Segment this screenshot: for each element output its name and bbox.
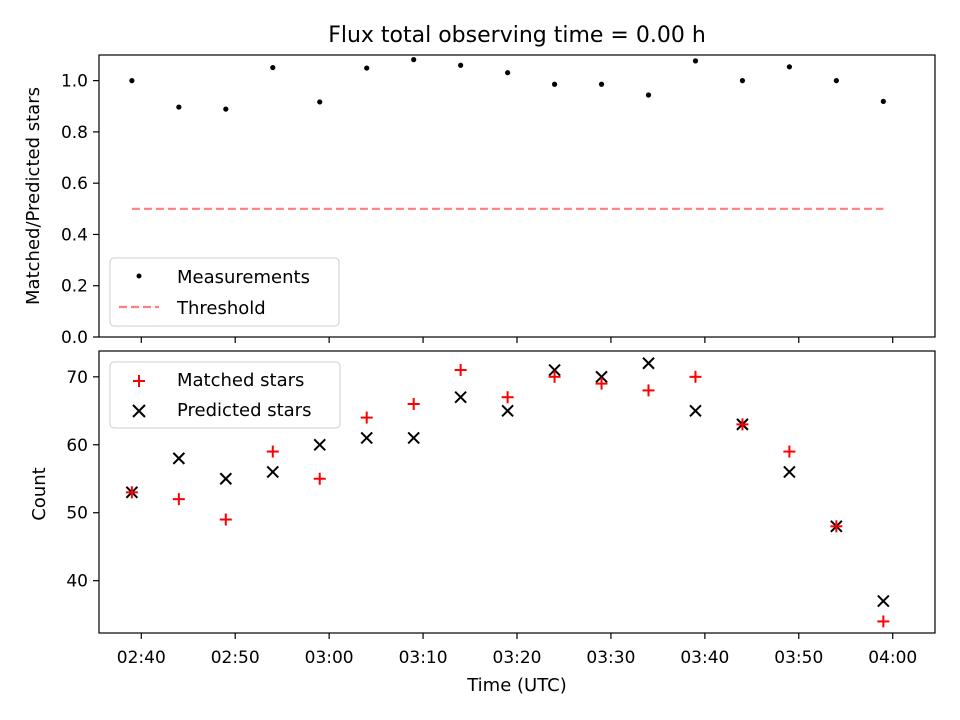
measurements-legend-label: Measurements: [177, 267, 310, 288]
count-x-ticks: 02:40 02:50 03:00 03:10 03:20 03:30 03:40 03:50…: [117, 633, 917, 668]
matched-stars-point: [313, 472, 326, 485]
matched-stars-point: [736, 418, 749, 431]
predicted-stars-legend-marker: [132, 404, 146, 418]
predicted-stars-legend-label: Predicted stars: [177, 400, 311, 421]
matched-stars-point: [360, 411, 373, 424]
measurement-point: [270, 64, 276, 71]
predicted-stars-point: [595, 370, 608, 384]
measurement-point: [364, 65, 370, 71]
matched-stars-point: [689, 370, 702, 383]
count-x-tick-label: 03:40: [680, 648, 729, 668]
ratio-y-tick-label: 0.2: [61, 277, 88, 297]
count-x-tick-label: 02:40: [117, 648, 166, 668]
ratio-panel: Flux total observing time = 0.00 h 0.00.…: [23, 23, 936, 348]
count-marks: [125, 357, 890, 628]
matched-stars-point: [877, 615, 890, 628]
measurement-point: [223, 106, 229, 112]
matched-stars-point: [501, 391, 514, 404]
ratio-y-axis-label: Matched/Predicted stars: [23, 87, 44, 305]
count-y-tick-label: 40: [66, 572, 88, 592]
predicted-stars-point: [219, 472, 233, 485]
ratio-y-tick-label: 0.4: [61, 225, 88, 245]
predicted-stars-point: [407, 431, 420, 445]
ratio-marks: [129, 57, 886, 210]
measurement-point: [739, 78, 746, 84]
ratio-y-ticks: 0.0 0.2 0.4 0.6 0.8 1.0: [61, 72, 99, 348]
measurement-point: [505, 70, 511, 76]
predicted-stars-point: [642, 357, 655, 370]
matched-stars-point: [172, 493, 185, 506]
predicted-stars-point: [313, 438, 326, 451]
count-x-tick-label: 04:00: [868, 648, 917, 668]
count-x-tick-label: 02:50: [211, 648, 260, 668]
measurements-legend-marker: [136, 273, 142, 279]
count-x-tick-label: 03:20: [493, 648, 542, 668]
matched-stars-point: [830, 520, 843, 533]
measurement-point: [317, 99, 323, 105]
ratio-y-tick-label: 0.0: [61, 328, 88, 348]
matched-stars-point: [407, 398, 420, 411]
threshold-legend-label: Threshold: [176, 298, 266, 319]
matched-stars-legend-marker: [133, 375, 145, 387]
matched-stars-point: [595, 377, 608, 390]
measurement-point: [411, 57, 417, 63]
measurement-point: [880, 98, 886, 105]
predicted-stars-point: [266, 465, 279, 479]
predicted-stars-point: [689, 404, 702, 418]
x-axis-label: Time (UTC): [466, 675, 567, 696]
count-y-tick-label: 70: [66, 368, 88, 388]
matched-stars-point: [783, 445, 796, 458]
ratio-y-tick-label: 0.8: [61, 123, 88, 143]
ratio-x-ticks: [140, 337, 894, 343]
predicted-stars-point: [360, 431, 373, 445]
count-x-tick-label: 03:50: [774, 648, 823, 668]
measurement-point: [598, 81, 605, 87]
count-y-tick-label: 50: [66, 504, 88, 524]
count-legend: Matched stars Predicted stars: [109, 361, 341, 429]
ratio-legend-box: [109, 257, 340, 327]
predicted-stars-point: [877, 594, 890, 608]
matched-stars-point: [219, 513, 232, 526]
measurement-point: [692, 58, 699, 64]
count-y-axis-label: Count: [29, 467, 50, 520]
ratio-legend: Measurements Threshold: [109, 257, 340, 327]
count-x-tick-label: 03:00: [305, 648, 354, 668]
matched-stars-point: [642, 384, 655, 397]
count-legend-box: [109, 361, 341, 429]
matched-stars-point: [454, 364, 467, 377]
measurement-point: [129, 78, 135, 84]
chart-title: Flux total observing time = 0.00 h: [328, 23, 706, 48]
predicted-stars-point: [783, 465, 796, 479]
measurement-point: [458, 62, 464, 68]
predicted-stars-point: [501, 404, 514, 418]
ratio-y-tick-label: 1.0: [61, 72, 88, 92]
predicted-stars-point: [454, 391, 467, 404]
ratio-y-tick-label: 0.6: [61, 174, 88, 194]
count-y-tick-label: 60: [66, 436, 88, 456]
matched-stars-legend-label: Matched stars: [177, 370, 304, 391]
predicted-stars-point: [172, 452, 186, 465]
count-y-ticks: 40 50 60 70: [66, 368, 99, 592]
matched-stars-point: [548, 370, 561, 383]
measurement-point: [551, 81, 558, 87]
matched-stars-point: [125, 486, 138, 499]
measurement-point: [176, 104, 182, 110]
measurement-point: [645, 92, 652, 98]
predicted-stars-point: [548, 363, 561, 377]
matched-stars-point: [266, 445, 279, 458]
count-x-tick-label: 03:30: [586, 648, 635, 668]
count-x-tick-label: 03:10: [399, 648, 448, 668]
measurement-point: [786, 64, 793, 70]
measurement-point: [833, 78, 839, 84]
